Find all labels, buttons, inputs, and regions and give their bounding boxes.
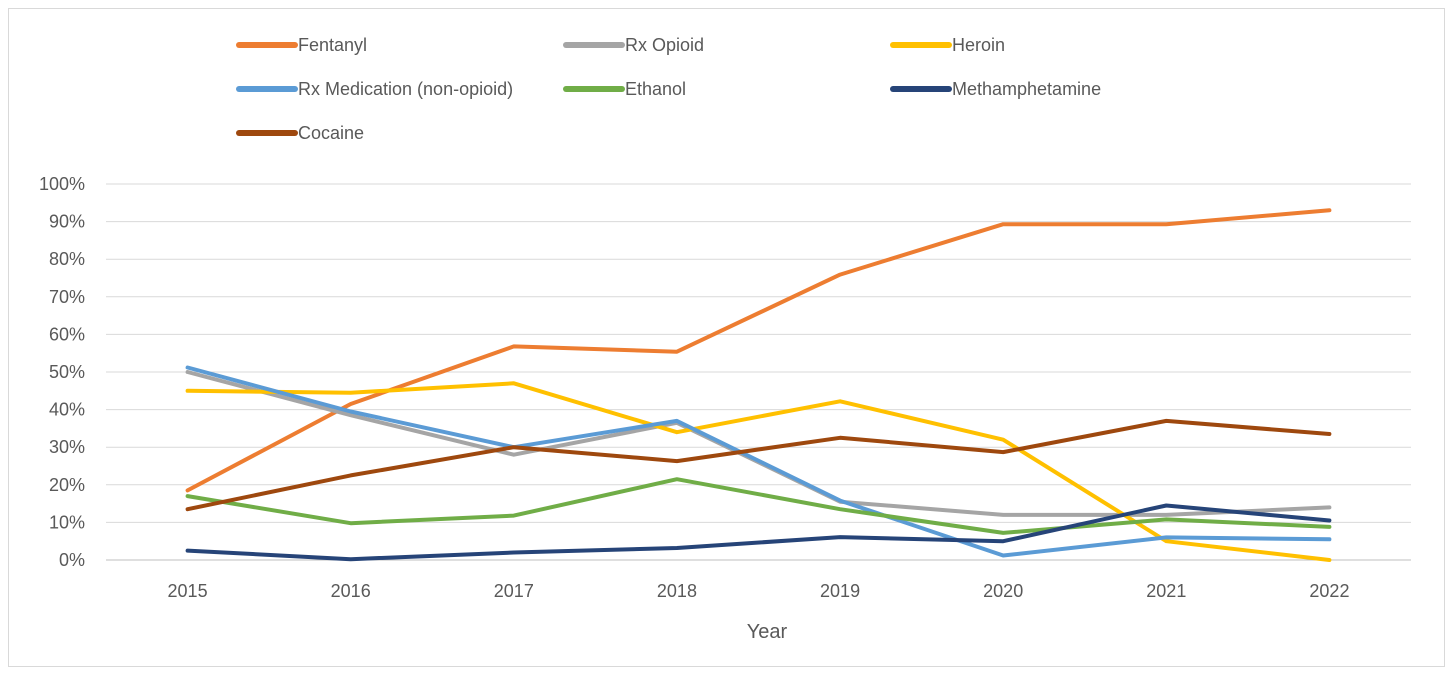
y-axis: 0% 10% 20% 30% 40% 50% 60% 70% 80% 90% 100%	[39, 174, 85, 570]
x-axis: 2015 2016 2017 2018 2019 2020 2021 2022	[168, 581, 1350, 601]
chart-frame: Fentanyl Rx Opioid Heroin Rx Medication (no…	[8, 8, 1445, 667]
y-tick-label: 40%	[49, 400, 85, 420]
y-tick-label: 10%	[49, 512, 85, 532]
y-tick-label: 30%	[49, 437, 85, 457]
legend-label: Rx Opioid	[625, 35, 704, 55]
legend-label: Heroin	[952, 35, 1005, 55]
x-tick-label: 2016	[331, 581, 371, 601]
legend-label: Cocaine	[298, 123, 364, 143]
y-tick-label: 20%	[49, 475, 85, 495]
y-tick-label: 80%	[49, 249, 85, 269]
y-tick-label: 60%	[49, 324, 85, 344]
legend-item-cocaine: Cocaine	[236, 123, 364, 143]
y-tick-label: 90%	[49, 212, 85, 232]
legend-label: Methamphetamine	[952, 79, 1101, 99]
x-tick-label: 2022	[1309, 581, 1349, 601]
series-line-methamphetamine	[185, 503, 1332, 562]
x-tick-label: 2019	[820, 581, 860, 601]
x-tick-label: 2017	[494, 581, 534, 601]
legend-item-ethanol: Ethanol	[563, 79, 686, 99]
x-tick-label: 2020	[983, 581, 1023, 601]
series-line-rx-medication-non-opioid	[185, 365, 1332, 558]
legend-item-rx-opioid: Rx Opioid	[563, 35, 704, 55]
legend-label: Rx Medication (non-opioid)	[298, 79, 513, 99]
y-tick-label: 100%	[39, 174, 85, 194]
y-tick-label: 0%	[59, 550, 85, 570]
series-line-cocaine	[185, 418, 1332, 512]
x-tick-label: 2018	[657, 581, 697, 601]
legend-item-methamphetamine: Methamphetamine	[890, 79, 1101, 99]
legend-item-heroin: Heroin	[890, 35, 1005, 55]
x-axis-title: Year	[747, 621, 788, 643]
series-line-ethanol	[185, 477, 1332, 535]
y-tick-label: 50%	[49, 362, 85, 382]
legend-item-rx-medication-non-opioid: Rx Medication (non-opioid)	[236, 79, 513, 99]
series-line-fentanyl	[185, 208, 1332, 493]
y-tick-label: 70%	[49, 287, 85, 307]
series-line-heroin	[185, 381, 1332, 562]
legend-label: Ethanol	[625, 79, 686, 99]
gridlines	[106, 183, 1411, 561]
x-tick-label: 2021	[1146, 581, 1186, 601]
legend-item-fentanyl: Fentanyl	[236, 35, 367, 55]
x-tick-label: 2015	[168, 581, 208, 601]
series-lines	[185, 208, 1332, 562]
legend-label: Fentanyl	[298, 35, 367, 55]
legend: Fentanyl Rx Opioid Heroin Rx Medication (no…	[236, 35, 1101, 143]
line-chart: Fentanyl Rx Opioid Heroin Rx Medication (no…	[39, 35, 1411, 643]
